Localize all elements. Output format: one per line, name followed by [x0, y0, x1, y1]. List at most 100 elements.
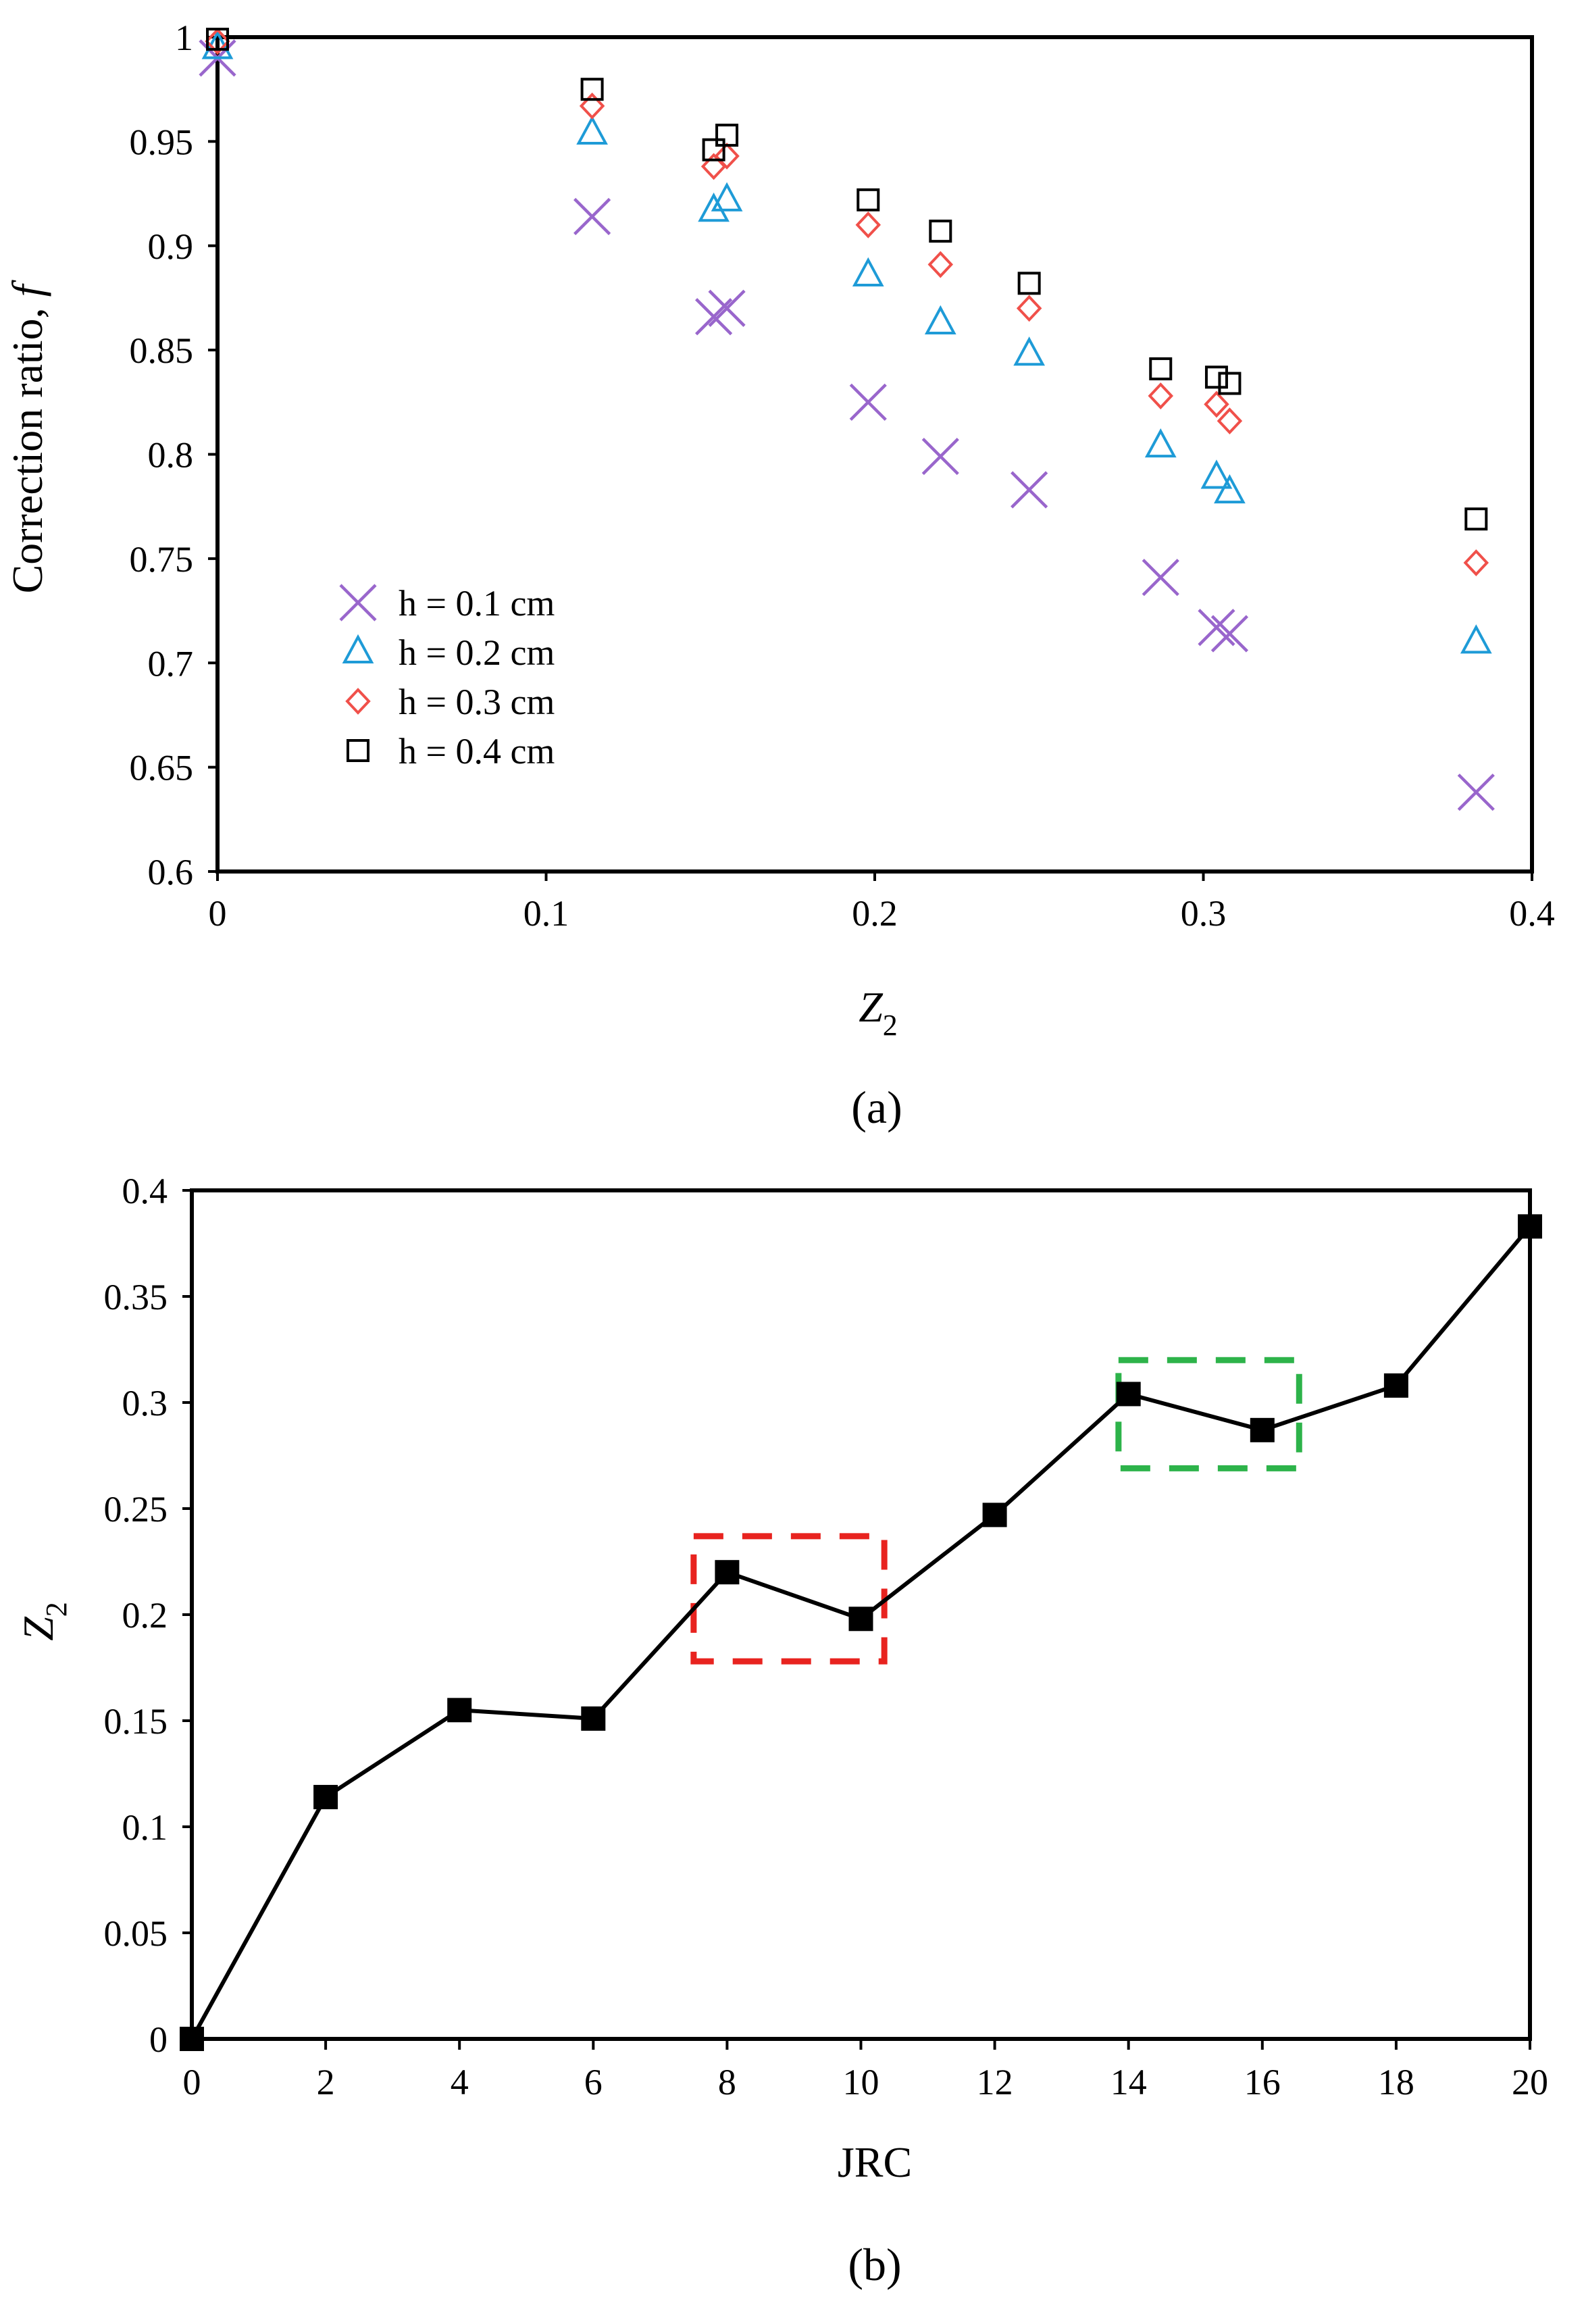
- panel-a-point: [205, 28, 230, 55]
- panel-a-y-tick-label: 0.65: [130, 748, 194, 788]
- panel-a-legend-item: h = 0.1 cm: [339, 583, 555, 624]
- panel-b-x-axis: 0 2 4 6 8 10 12 14 16 18 20: [183, 2039, 1548, 2102]
- panel-b-y-tick-label: 0.15: [104, 1701, 168, 1742]
- panel-a-point: [573, 197, 611, 236]
- panel-a-x-axis: 0 0.1 0.2 0.3 0.4: [209, 872, 1555, 934]
- panel-b-x-tick-label: 6: [584, 2062, 603, 2102]
- panel-b-point: [313, 1785, 338, 1810]
- panel-a-legend-label: h = 0.1 cm: [399, 583, 555, 624]
- panel-b-y-tick-label: 0.25: [104, 1489, 168, 1530]
- panel-a-x-tick-label: 0: [209, 893, 227, 934]
- panel-a-point: [708, 289, 746, 327]
- panel-b-y-axis-title: Z2: [14, 1602, 73, 1641]
- panel-a-point: [1017, 272, 1041, 295]
- panel-b-point: [1116, 1382, 1141, 1407]
- panel-b-point: [1250, 1417, 1275, 1442]
- panel-a-point: [927, 251, 954, 278]
- panel-a-point: [1204, 390, 1229, 418]
- panel-a-legend: h = 0.1 cm h = 0.2 cm h = 0.3 cm h = 0.4 cm: [339, 583, 555, 772]
- panel-a-series-2: [201, 30, 1492, 654]
- panel-a-point: [1013, 336, 1046, 366]
- panel-a-point: [1218, 372, 1242, 395]
- panel-b: 0 0.05 0.1 0.15 0.2 0.25 0.3 0.35 0.4 0 2 4 6 8 10 12 1…: [14, 1171, 1548, 2290]
- panel-a-point: [1148, 382, 1174, 409]
- panel-a-point: [695, 298, 733, 336]
- panel-a-point: [1142, 559, 1179, 597]
- panel-b-x-tick-label: 2: [317, 2062, 335, 2102]
- panel-b-x-tick-label: 14: [1110, 2062, 1147, 2102]
- panel-b-y-tick-label: 0.05: [104, 1913, 168, 1954]
- panel-a-point: [206, 28, 229, 51]
- panel-a-point: [852, 257, 884, 286]
- panel-b-point: [848, 1607, 873, 1632]
- panel-a-legend-label: h = 0.4 cm: [399, 731, 555, 772]
- panel-a-point: [921, 437, 959, 476]
- panel-b-y-tick-label: 0.4: [122, 1171, 168, 1211]
- panel-a-point: [1198, 609, 1235, 647]
- panel-b-y-tick-label: 0.1: [122, 1807, 168, 1848]
- panel-a-point: [579, 92, 605, 120]
- panel-a-data-points: [199, 28, 1495, 811]
- panel-b-y-tick-label: 0: [149, 2019, 168, 2060]
- panel-a-x-tick-label: 0.2: [852, 893, 898, 934]
- panel-b-point: [1383, 1373, 1408, 1398]
- panel-a: 0.6 0.65 0.7 0.75 0.8 0.85 0.9 0.95 1 0 0.1 0.2 0.3…: [3, 18, 1555, 1133]
- panel-b-point: [982, 1502, 1007, 1527]
- panel-a-point: [702, 138, 725, 161]
- panel-a-point: [855, 211, 882, 238]
- panel-a-y-tick-label: 0.75: [130, 539, 194, 580]
- panel-a-point: [857, 188, 880, 211]
- panel-a-x-tick-label: 0.1: [523, 893, 569, 934]
- panel-b-y-axis: 0 0.05 0.1 0.15 0.2 0.25 0.3 0.35 0.4: [104, 1171, 192, 2060]
- panel-a-y-tick-label: 0.85: [130, 330, 194, 371]
- panel-a-point: [924, 305, 956, 334]
- panel-b-x-tick-label: 18: [1378, 2062, 1414, 2102]
- panel-a-y-tick-label: 0.9: [148, 226, 194, 267]
- panel-a-y-axis-title: Correction ratio, f: [3, 279, 51, 593]
- panel-b-x-tick-label: 20: [1512, 2062, 1548, 2102]
- panel-a-point: [700, 153, 727, 180]
- panel-b-point: [1518, 1214, 1542, 1239]
- panel-a-y-tick-label: 0.7: [148, 643, 194, 684]
- panel-a-x-tick-label: 0.3: [1181, 893, 1227, 934]
- panel-a-y-tick-label: 0.95: [130, 122, 194, 162]
- panel-a-x-tick-label: 0.4: [1509, 893, 1555, 934]
- panel-b-caption: (b): [848, 2239, 901, 2290]
- panel-b-highlight-box: [690, 1533, 888, 1665]
- panel-a-legend-label: h = 0.2 cm: [399, 632, 555, 673]
- panel-b-point: [447, 1698, 472, 1723]
- panel-b-x-tick-label: 16: [1244, 2062, 1281, 2102]
- panel-b-x-tick-label: 8: [718, 2062, 736, 2102]
- panel-a-legend-marker: [342, 634, 374, 663]
- panel-b-x-tick-label: 10: [843, 2062, 879, 2102]
- panel-b-point: [581, 1706, 606, 1731]
- panel-a-legend-item: h = 0.3 cm: [345, 682, 555, 722]
- panel-a-point: [576, 115, 608, 145]
- panel-a-series-3: [205, 28, 1489, 576]
- panel-a-point: [1011, 471, 1048, 509]
- panel-a-legend-item: h = 0.4 cm: [347, 731, 555, 772]
- panel-a-point: [711, 182, 743, 211]
- panel-a-legend-item: h = 0.2 cm: [342, 632, 555, 673]
- panel-a-legend-label: h = 0.3 cm: [399, 682, 555, 722]
- panel-b-series: [180, 1214, 1542, 2051]
- panel-a-point: [715, 124, 739, 147]
- panel-a-series-4: [206, 28, 1488, 531]
- panel-b-x-tick-label: 12: [977, 2062, 1013, 2102]
- panel-a-point: [1210, 615, 1249, 653]
- panel-a-y-tick-label: 0.6: [148, 852, 194, 892]
- panel-b-x-tick-label: 0: [183, 2062, 201, 2102]
- panel-b-point: [180, 2027, 204, 2051]
- panel-b-point: [715, 1560, 740, 1585]
- panel-b-y-tick-label: 0.3: [122, 1383, 168, 1423]
- panel-b-y-tick-label: 0.35: [104, 1277, 168, 1317]
- panel-a-legend-marker: [339, 584, 377, 622]
- panel-a-point: [849, 383, 887, 421]
- panel-a-point: [714, 143, 740, 170]
- panel-a-point: [698, 193, 730, 222]
- panel-a-point: [580, 78, 604, 101]
- panel-b-x-tick-label: 4: [451, 2062, 469, 2102]
- panel-a-y-axis: 0.6 0.65 0.7 0.75 0.8 0.85 0.9 0.95 1: [130, 18, 218, 892]
- panel-a-legend-marker: [345, 688, 371, 715]
- panel-a-point: [1464, 507, 1488, 531]
